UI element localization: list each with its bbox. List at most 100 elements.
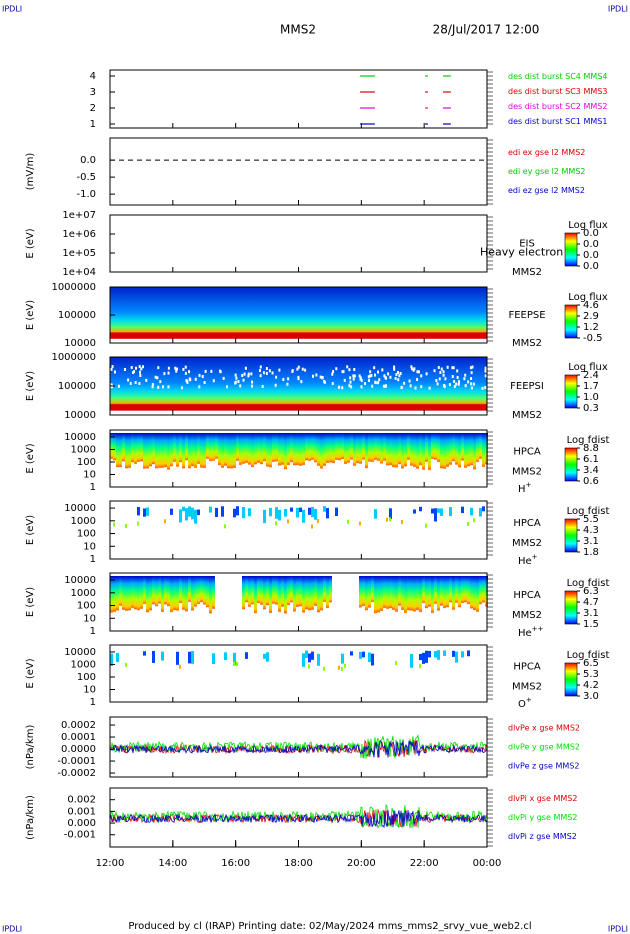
colorbar-title: Log fdist (567, 435, 610, 446)
spectrogram-gap (393, 367, 396, 371)
y-tick-label: 10 (83, 613, 96, 624)
spectrogram-gap (400, 386, 403, 390)
spectrogram-cell (461, 651, 464, 658)
spacecraft-label: MMS2 (512, 538, 542, 549)
species: He (518, 556, 532, 567)
spectrogram-gap (377, 370, 380, 374)
spectrogram-cell (386, 517, 388, 522)
spectrogram-cell (350, 651, 353, 656)
spectrogram-cell (440, 576, 443, 613)
spectrogram-gap (408, 379, 411, 383)
spectrogram-cell (326, 508, 329, 519)
spectrogram-cell (188, 651, 191, 664)
spectrogram-gap (323, 380, 326, 384)
spectrogram-gap (346, 365, 349, 369)
spectrogram-cell (308, 664, 310, 669)
spectrogram-gap (157, 385, 160, 389)
colorbar-tick-label: 4.2 (583, 680, 599, 691)
colorbar-tick-label: 6.5 (583, 658, 599, 669)
spectrogram-gap (368, 374, 371, 378)
spectrogram-cell (194, 509, 197, 524)
y-tick-label: 100 (77, 672, 96, 683)
spectrogram-cell (317, 518, 319, 523)
spectrogram-cell (224, 433, 227, 474)
spectrogram-cell (122, 433, 125, 468)
spectrogram-cell (323, 576, 326, 608)
spectrogram-gap (163, 372, 166, 376)
spectrogram-cell (152, 576, 155, 611)
spectrogram-gap (198, 385, 201, 389)
spectrogram-cell (419, 576, 422, 621)
y-tick-label: 1000000 (51, 352, 96, 363)
legend-label: edi ez gse l2 MMS2 (508, 186, 585, 195)
spectrogram-cell (197, 433, 200, 472)
y-tick-label: 1000 (71, 444, 96, 455)
spectrogram-cell (212, 653, 215, 665)
spectrogram-gap (382, 384, 385, 388)
spectrogram-gap (370, 373, 373, 377)
spectrogram-cell (437, 576, 440, 619)
spectrogram-cell (389, 576, 392, 616)
spectrogram-cell (296, 576, 299, 615)
spectrogram-cell (437, 508, 440, 513)
spectrogram-cell (116, 433, 119, 476)
spectrogram-cell (188, 576, 191, 608)
spectrogram-gap (470, 382, 473, 386)
spectrogram-gap (275, 375, 278, 379)
spectrogram-gap (265, 367, 268, 371)
spectrogram-cell (440, 508, 443, 516)
spectrogram-cell (341, 653, 344, 664)
spectrogram-cell (233, 508, 236, 518)
spectrogram-cell (422, 652, 425, 664)
y-axis-label: E (eV) (25, 515, 36, 545)
spectrogram-cell (347, 519, 349, 524)
spectrogram-cell (224, 524, 226, 529)
spectrogram-cell (125, 662, 127, 667)
spectrogram-cell (128, 576, 131, 619)
colorbar-tick-label: 0.6 (583, 476, 599, 487)
spectrogram-fill (110, 287, 487, 343)
spectrogram-gap (237, 380, 240, 384)
spectrogram-cell (362, 433, 365, 466)
spectrogram-cell (434, 651, 437, 658)
colorbar-tick-label: 4.6 (583, 300, 599, 311)
spectrogram-gap (250, 384, 253, 388)
spectrogram-cell (278, 509, 281, 521)
colorbar-title: Log fdist (567, 506, 610, 517)
spectrogram-cell (260, 576, 263, 612)
spectrogram-gap (182, 367, 185, 371)
spectrogram-cell (119, 433, 122, 476)
spectrogram-cell (482, 433, 485, 475)
spectrogram-cell (131, 576, 134, 616)
spectrogram-gap (467, 380, 470, 384)
spectrogram-cell (116, 652, 119, 663)
spectrogram-gap (387, 372, 390, 376)
spectrogram-cell (410, 576, 413, 619)
spectrogram-cell (287, 576, 290, 612)
spectrogram-gap (210, 369, 213, 373)
spectrogram-gap (111, 385, 114, 389)
spectrogram-gap (442, 373, 445, 377)
spectrogram-gap (456, 376, 459, 380)
spectrogram-gap (241, 373, 244, 377)
spectrogram-cell (419, 433, 422, 473)
legend-label: des dist burst SC3 MMS3 (508, 87, 607, 96)
colorbar-tick-label: 6.1 (583, 454, 599, 465)
spectrogram-cell (311, 576, 314, 618)
spectrogram-cell (125, 433, 128, 477)
spectrogram-cell (191, 433, 194, 474)
spectrogram-cell (407, 433, 410, 467)
spectrogram-cell (344, 433, 347, 472)
y-axis-label: (nPa/km) (25, 795, 36, 840)
spectrogram-cell (419, 664, 421, 669)
spectrogram-cell (467, 433, 470, 475)
spectrogram-cell (377, 433, 380, 468)
spectrogram-cell (407, 576, 410, 619)
spectrogram-cell (176, 576, 179, 619)
y-tick-label: 1 (90, 697, 96, 708)
spectrogram-cell (182, 433, 185, 477)
y-tick-label: 10000 (64, 410, 96, 421)
spectrogram-cell (110, 576, 113, 622)
spectrogram-cell (374, 433, 377, 467)
spectrogram-cell (425, 576, 428, 616)
